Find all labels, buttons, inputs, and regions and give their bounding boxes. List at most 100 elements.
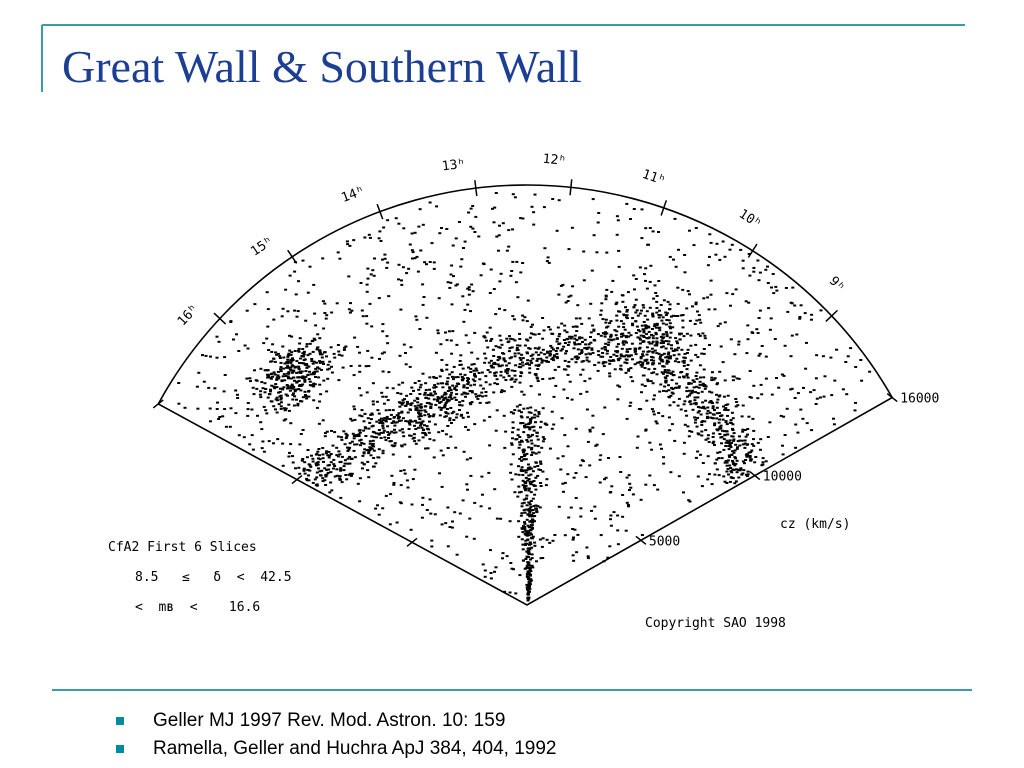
galaxy <box>701 420 705 423</box>
galaxy <box>260 428 264 431</box>
galaxy <box>308 464 312 467</box>
galaxy <box>658 309 661 312</box>
galaxy <box>397 263 401 266</box>
galaxy <box>566 344 570 346</box>
galaxy <box>352 405 356 408</box>
galaxy <box>471 378 475 381</box>
galaxy <box>502 390 506 393</box>
galaxy <box>525 469 529 472</box>
galaxy <box>574 317 578 320</box>
galaxy <box>360 415 364 418</box>
galaxy <box>268 376 272 379</box>
galaxy <box>624 371 628 374</box>
galaxy <box>677 248 680 251</box>
galaxy <box>485 401 489 404</box>
galaxy <box>644 279 647 282</box>
galaxy <box>422 296 426 298</box>
galaxy <box>560 322 564 325</box>
galaxy <box>496 383 499 386</box>
galaxy <box>346 457 350 460</box>
galaxy <box>580 336 584 339</box>
galaxy <box>349 302 352 305</box>
galaxy <box>369 413 373 416</box>
galaxy <box>645 353 649 356</box>
galaxy <box>497 249 500 252</box>
galaxy <box>513 491 517 494</box>
galaxy <box>533 493 537 496</box>
galaxy <box>279 366 283 369</box>
galaxy <box>322 460 325 463</box>
galaxy <box>317 367 321 370</box>
galaxy <box>592 329 596 332</box>
galaxy <box>728 443 732 446</box>
galaxy <box>618 357 622 360</box>
galaxy <box>714 253 718 256</box>
galaxy <box>347 448 351 451</box>
galaxy <box>320 368 323 371</box>
galaxy <box>624 358 628 361</box>
galaxy <box>560 417 564 420</box>
galaxy <box>367 450 371 453</box>
galaxy <box>299 357 303 360</box>
galaxy <box>685 307 689 310</box>
galaxy <box>587 352 591 355</box>
galaxy <box>557 335 561 338</box>
galaxy <box>429 405 433 408</box>
galaxy <box>711 442 715 445</box>
galaxy <box>428 394 432 397</box>
galaxy <box>286 355 290 358</box>
galaxy <box>440 227 443 229</box>
galaxy <box>652 484 656 487</box>
galaxy <box>607 341 611 344</box>
galaxy <box>340 455 344 458</box>
galaxy <box>659 355 662 358</box>
galaxy <box>326 368 330 371</box>
galaxy <box>660 359 663 362</box>
galaxy <box>537 411 541 413</box>
galaxy <box>362 420 366 423</box>
galaxy <box>583 338 587 341</box>
galaxy <box>771 273 775 275</box>
galaxy <box>573 343 577 346</box>
galaxy <box>604 348 608 351</box>
galaxy <box>456 376 460 379</box>
galaxy <box>421 496 425 499</box>
galaxy <box>513 374 517 377</box>
galaxy <box>527 582 531 585</box>
galaxy <box>421 420 425 423</box>
galaxy <box>358 414 362 417</box>
galaxy <box>292 392 295 395</box>
galaxy <box>615 215 619 218</box>
galaxy <box>653 349 657 352</box>
galaxy <box>591 426 595 429</box>
galaxy <box>397 383 401 386</box>
galaxy <box>347 275 351 278</box>
galaxy <box>562 339 566 341</box>
galaxy <box>741 404 745 407</box>
galaxy <box>745 475 749 478</box>
galaxy <box>308 469 312 472</box>
galaxy <box>438 232 442 235</box>
galaxy <box>642 306 646 309</box>
galaxy <box>711 405 715 408</box>
galaxy <box>746 443 750 446</box>
galaxy <box>650 333 653 336</box>
galaxy <box>854 366 858 368</box>
galaxy <box>526 416 530 419</box>
galaxy <box>332 467 335 470</box>
galaxy <box>286 362 290 365</box>
galaxy <box>275 386 279 389</box>
galaxy <box>529 573 532 576</box>
galaxy <box>305 364 309 367</box>
galaxy <box>652 413 656 416</box>
galaxy <box>526 547 530 550</box>
galaxy <box>493 206 497 209</box>
galaxy <box>448 419 452 422</box>
galaxy <box>534 364 538 367</box>
galaxy <box>440 396 444 399</box>
galaxy <box>526 359 530 362</box>
galaxy <box>668 325 672 328</box>
galaxy <box>651 230 655 233</box>
galaxy <box>465 386 469 389</box>
galaxy <box>684 409 688 412</box>
